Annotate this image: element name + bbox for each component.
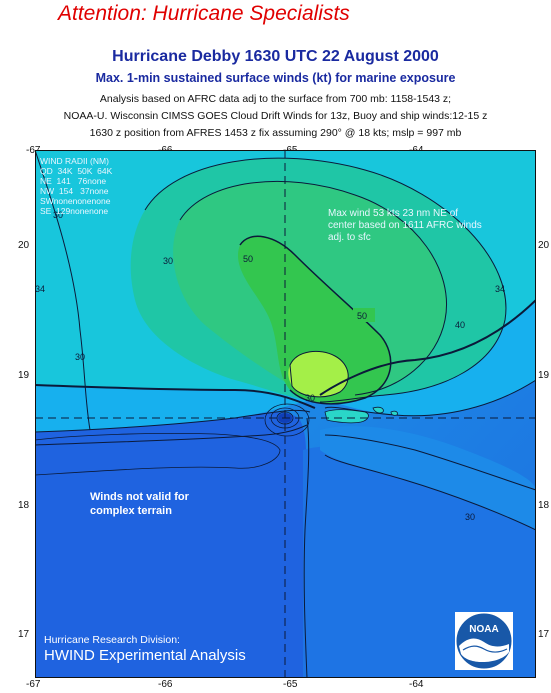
land-masses (35, 406, 398, 476)
wind-radii-table: WIND RADII (NM) QD 34K 50K 64K NE 141 76no… (40, 156, 112, 216)
contour-30-east (324, 379, 536, 417)
contour-label-40: 40 (455, 320, 465, 330)
contour-lines (35, 150, 536, 678)
contour-label-34-east: 34 (495, 284, 505, 294)
sea-deep-southwest (35, 412, 307, 678)
wind-band-50 (237, 236, 391, 404)
lat-tick-right-1: 20 (538, 240, 550, 251)
contour-label-30-nw: 30 (53, 210, 63, 220)
noaa-logo-icon: NOAA (456, 613, 512, 669)
puerto-rico-east (324, 409, 369, 424)
info-line-1: Analysis based on AFRC data adj to the s… (99, 93, 452, 105)
contour-label-30-w: 30 (75, 352, 85, 362)
wind-field-map: 30 30 30 40 50 50 30 34 34 30 (35, 150, 536, 678)
info-line-2: NOAA-U. Wisconsin CIMSS GOES Cloud Drift… (63, 110, 488, 122)
map-title: Hurricane Debby 1630 UTC 22 August 2000 (112, 48, 439, 65)
contour-40 (144, 157, 507, 403)
max-wind-annotation: Max wind 53 kts 23 nm NE of center based… (328, 208, 482, 243)
lat-tick-right-4: 17 (538, 629, 550, 640)
terrain-warning: Winds not valid for complex terrain (90, 491, 189, 517)
noaa-logo: NOAA (455, 612, 513, 670)
info-line-3: 1630 z position from AFRES 1453 z fix as… (89, 127, 462, 139)
wind-radii-line-4: NW 154 37none (40, 186, 109, 196)
lon-tick-top-1: -67 (26, 145, 41, 156)
lat-tick-left-2: 19 (18, 370, 30, 381)
lon-tick-bottom-2: -66 (158, 679, 173, 690)
wind-radii-line-2: QD 34K 50K 64K (40, 166, 113, 176)
lat-tick-left-4: 17 (18, 629, 30, 640)
lat-tick-right-3: 18 (538, 500, 550, 511)
contour-south (303, 417, 310, 678)
contour-30-west (35, 409, 311, 433)
lon-tick-bottom-4: -64 (409, 679, 424, 690)
lat-tick-right-2: 19 (538, 370, 550, 381)
lat-tick-left-3: 18 (18, 500, 30, 511)
wind-radii-line-3: NE 141 76none (40, 176, 107, 186)
wind-radii-line-1: WIND RADII (NM) (40, 156, 109, 166)
contour-50 (239, 235, 392, 405)
hispaniola-coast (35, 432, 281, 476)
contour-20-east (324, 454, 536, 531)
contour-label-30-center: 30 (305, 393, 315, 403)
contour-34-east (319, 299, 536, 396)
contour-25-east (324, 434, 536, 491)
wind-band-max (288, 351, 349, 397)
contour-west-edge (35, 150, 91, 431)
wind-radii-line-6: SE 129nonenone (40, 206, 109, 216)
lat-tick-left-1: 20 (18, 240, 30, 251)
contour-label-50-north: 50 (243, 254, 253, 264)
contour-label-50: 50 (357, 311, 367, 321)
contour-label-30-se: 30 (465, 512, 475, 522)
map-subtitle: Max. 1-min sustained surface winds (kt) … (95, 71, 456, 85)
division-label: Hurricane Research Division: (44, 634, 180, 646)
noaa-logo-text: NOAA (469, 624, 498, 635)
contour-25-west (35, 424, 308, 446)
ring-3 (264, 403, 310, 437)
wind-radii-line-5: SWnonenonenone (40, 196, 111, 206)
lon-tick-bottom-1: -67 (26, 679, 41, 690)
virgin-island-1 (372, 406, 384, 414)
map-frame (35, 150, 536, 678)
product-label: HWIND Experimental Analysis (44, 647, 246, 664)
contour-34-west (35, 384, 316, 409)
virgin-island-2 (390, 410, 398, 416)
contour-label-34-west: 34 (35, 284, 45, 294)
contour-label-50-box (353, 308, 375, 322)
lon-tick-bottom-3: -65 (283, 679, 298, 690)
contour-45 (179, 180, 447, 396)
wind-band-20 (320, 426, 536, 530)
contour-labels: 30 30 30 40 50 50 30 34 34 30 (35, 210, 505, 522)
attention-banner: Attention: Hurricane Specialists (58, 2, 350, 25)
contour-label-30-inner: 30 (163, 256, 173, 266)
contour-53 (289, 350, 349, 398)
